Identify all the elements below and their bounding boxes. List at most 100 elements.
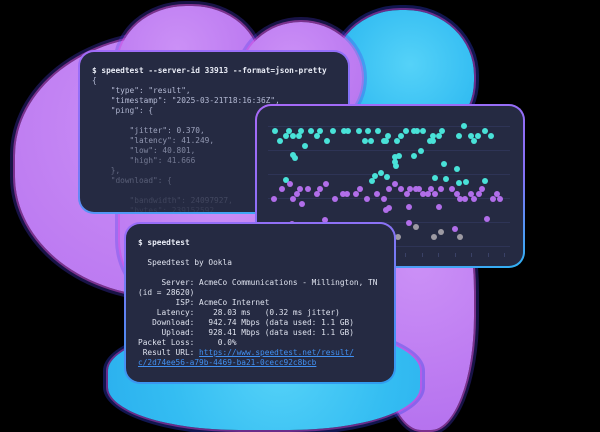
data-point: [289, 196, 296, 202]
data-point: [282, 176, 289, 183]
data-point: [489, 196, 496, 202]
data-point: [364, 128, 371, 134]
data-point: [316, 186, 323, 192]
data-point: [412, 186, 419, 192]
data-point: [404, 191, 411, 197]
data-point: [437, 229, 444, 235]
data-point: [392, 154, 399, 161]
data-point: [374, 191, 381, 197]
data-point: [435, 133, 442, 139]
data-point: [437, 186, 444, 192]
data-point: [298, 128, 305, 134]
data-point: [438, 128, 445, 134]
data-point: [340, 128, 347, 134]
data-point: [453, 191, 460, 197]
data-point: [305, 186, 312, 192]
data-point: [474, 133, 481, 139]
json-output-lines: { "type": "result", "timestamp": "2025-0…: [92, 76, 280, 212]
gridline: [268, 198, 510, 199]
data-point: [345, 128, 352, 134]
data-point: [383, 138, 390, 144]
gridline: [268, 150, 510, 151]
data-point: [462, 196, 469, 202]
speedtest-terminal-window: $ speedtest Speedtest by Ookla Server: A…: [124, 222, 396, 384]
data-point: [475, 191, 482, 197]
data-point: [410, 152, 417, 159]
data-point: [468, 133, 475, 139]
data-point: [425, 191, 432, 197]
data-point: [468, 191, 475, 197]
data-point: [302, 143, 309, 149]
data-point: [481, 178, 488, 185]
data-point: [432, 175, 439, 182]
data-point: [372, 173, 379, 180]
data-point: [330, 128, 337, 134]
data-point: [481, 128, 488, 134]
data-point: [407, 186, 414, 192]
data-point: [384, 133, 391, 139]
data-point: [392, 181, 399, 187]
data-point: [393, 138, 400, 144]
data-point: [357, 186, 364, 192]
data-point: [286, 128, 293, 134]
data-point: [340, 191, 347, 197]
axis-tick: [405, 253, 407, 257]
data-point: [478, 186, 485, 192]
data-point: [463, 179, 470, 186]
data-point: [323, 181, 330, 187]
data-point: [295, 133, 302, 139]
data-point: [278, 186, 285, 192]
data-point: [272, 128, 279, 134]
data-point: [397, 133, 404, 139]
json-terminal-output: $ speedtest --server-id 33913 --format=j…: [80, 52, 348, 212]
gridline: [268, 126, 510, 127]
data-point: [352, 191, 359, 197]
data-point: [441, 161, 448, 168]
data-point: [419, 191, 426, 197]
data-point: [313, 191, 320, 197]
data-point: [430, 234, 437, 240]
speedtest-terminal-output: $ speedtest Speedtest by Ookla Server: A…: [126, 224, 394, 378]
data-point: [317, 128, 324, 134]
data-point: [403, 128, 410, 134]
axis-tick: [487, 253, 489, 257]
data-point: [299, 201, 306, 207]
data-point: [293, 191, 300, 197]
data-point: [344, 191, 351, 197]
result-url-link-line1[interactable]: https://www.speedtest.net/result/: [199, 348, 354, 357]
data-point: [277, 138, 284, 144]
speedtest-terminal-prompt: $ speedtest: [138, 238, 190, 247]
data-point: [392, 163, 399, 170]
data-point: [367, 138, 374, 144]
data-point: [356, 128, 363, 134]
data-point: [413, 128, 420, 134]
data-point: [362, 138, 369, 144]
axis-tick: [421, 253, 423, 257]
data-point: [484, 216, 491, 223]
data-point: [375, 128, 382, 134]
speedtest-terminal-body: $ speedtest Speedtest by Ookla Server: A…: [126, 224, 394, 382]
data-point: [448, 186, 455, 192]
data-point: [496, 196, 503, 202]
data-point: [290, 151, 297, 158]
data-point: [456, 234, 463, 240]
data-point: [308, 128, 315, 134]
data-point: [461, 123, 468, 129]
data-point: [386, 186, 393, 192]
data-point: [394, 234, 401, 240]
data-point: [443, 175, 450, 182]
data-point: [436, 203, 443, 210]
data-point: [283, 133, 290, 139]
data-point: [456, 196, 463, 202]
data-point: [415, 186, 422, 192]
result-url-link-line2[interactable]: c/2d74ee56-a79b-4469-ba21-0cecc92c8bcb: [138, 358, 317, 367]
json-terminal-prompt: $ speedtest --server-id 33913 --format=j…: [92, 66, 327, 75]
data-point: [488, 133, 495, 139]
data-point: [405, 219, 412, 226]
data-point: [419, 128, 426, 134]
data-point: [332, 196, 339, 202]
data-point: [417, 147, 424, 154]
data-point: [377, 169, 384, 176]
data-point: [286, 181, 293, 187]
